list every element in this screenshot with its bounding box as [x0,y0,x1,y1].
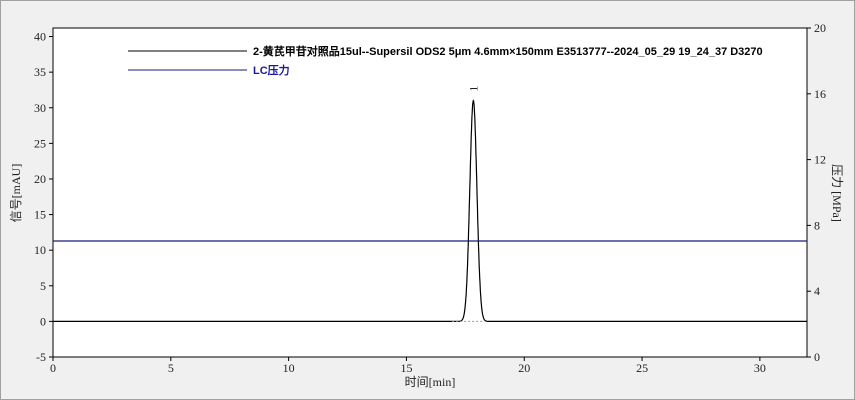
y-tick-label: 5 [40,279,46,293]
y2-tick-label: 20 [814,21,826,35]
y2-axis-label: 压力 [MPa] [830,164,844,222]
x-tick-label: 10 [283,361,295,375]
y-tick-label: 10 [34,243,46,257]
y-axis-label: 信号[mAU] [9,164,23,223]
y2-tick-label: 0 [814,350,820,364]
y-tick-label: -5 [36,350,46,364]
x-tick-label: 25 [636,361,648,375]
y-tick-label: 30 [34,101,46,115]
y2-tick-label: 12 [814,153,826,167]
y-tick-label: 0 [40,314,46,328]
plot-area [52,27,808,358]
legend-label-pressure: LC压力 [253,63,290,77]
legend-label-signal: 2-黄芪甲苷对照品15ul--Supersil ODS2 5μm 4.6mm×1… [253,44,763,58]
y-tick-label: 40 [34,30,46,44]
y2-tick-label: 16 [814,87,826,101]
peak-label: 1 [466,86,480,92]
signal-trace [53,99,807,322]
x-tick-label: 30 [754,361,766,375]
x-tick-label: 5 [168,361,174,375]
x-tick-label: 0 [50,361,56,375]
y2-tick-label: 4 [814,284,820,298]
y-tick-label: 15 [34,208,46,222]
y-tick-label: 20 [34,172,46,186]
y-tick-label: 35 [34,65,46,79]
x-tick-label: 20 [518,361,530,375]
y2-tick-label: 8 [814,218,820,232]
x-tick-label: 15 [400,361,412,375]
y-tick-label: 25 [34,136,46,150]
x-axis-label: 时间[min] [405,375,456,389]
